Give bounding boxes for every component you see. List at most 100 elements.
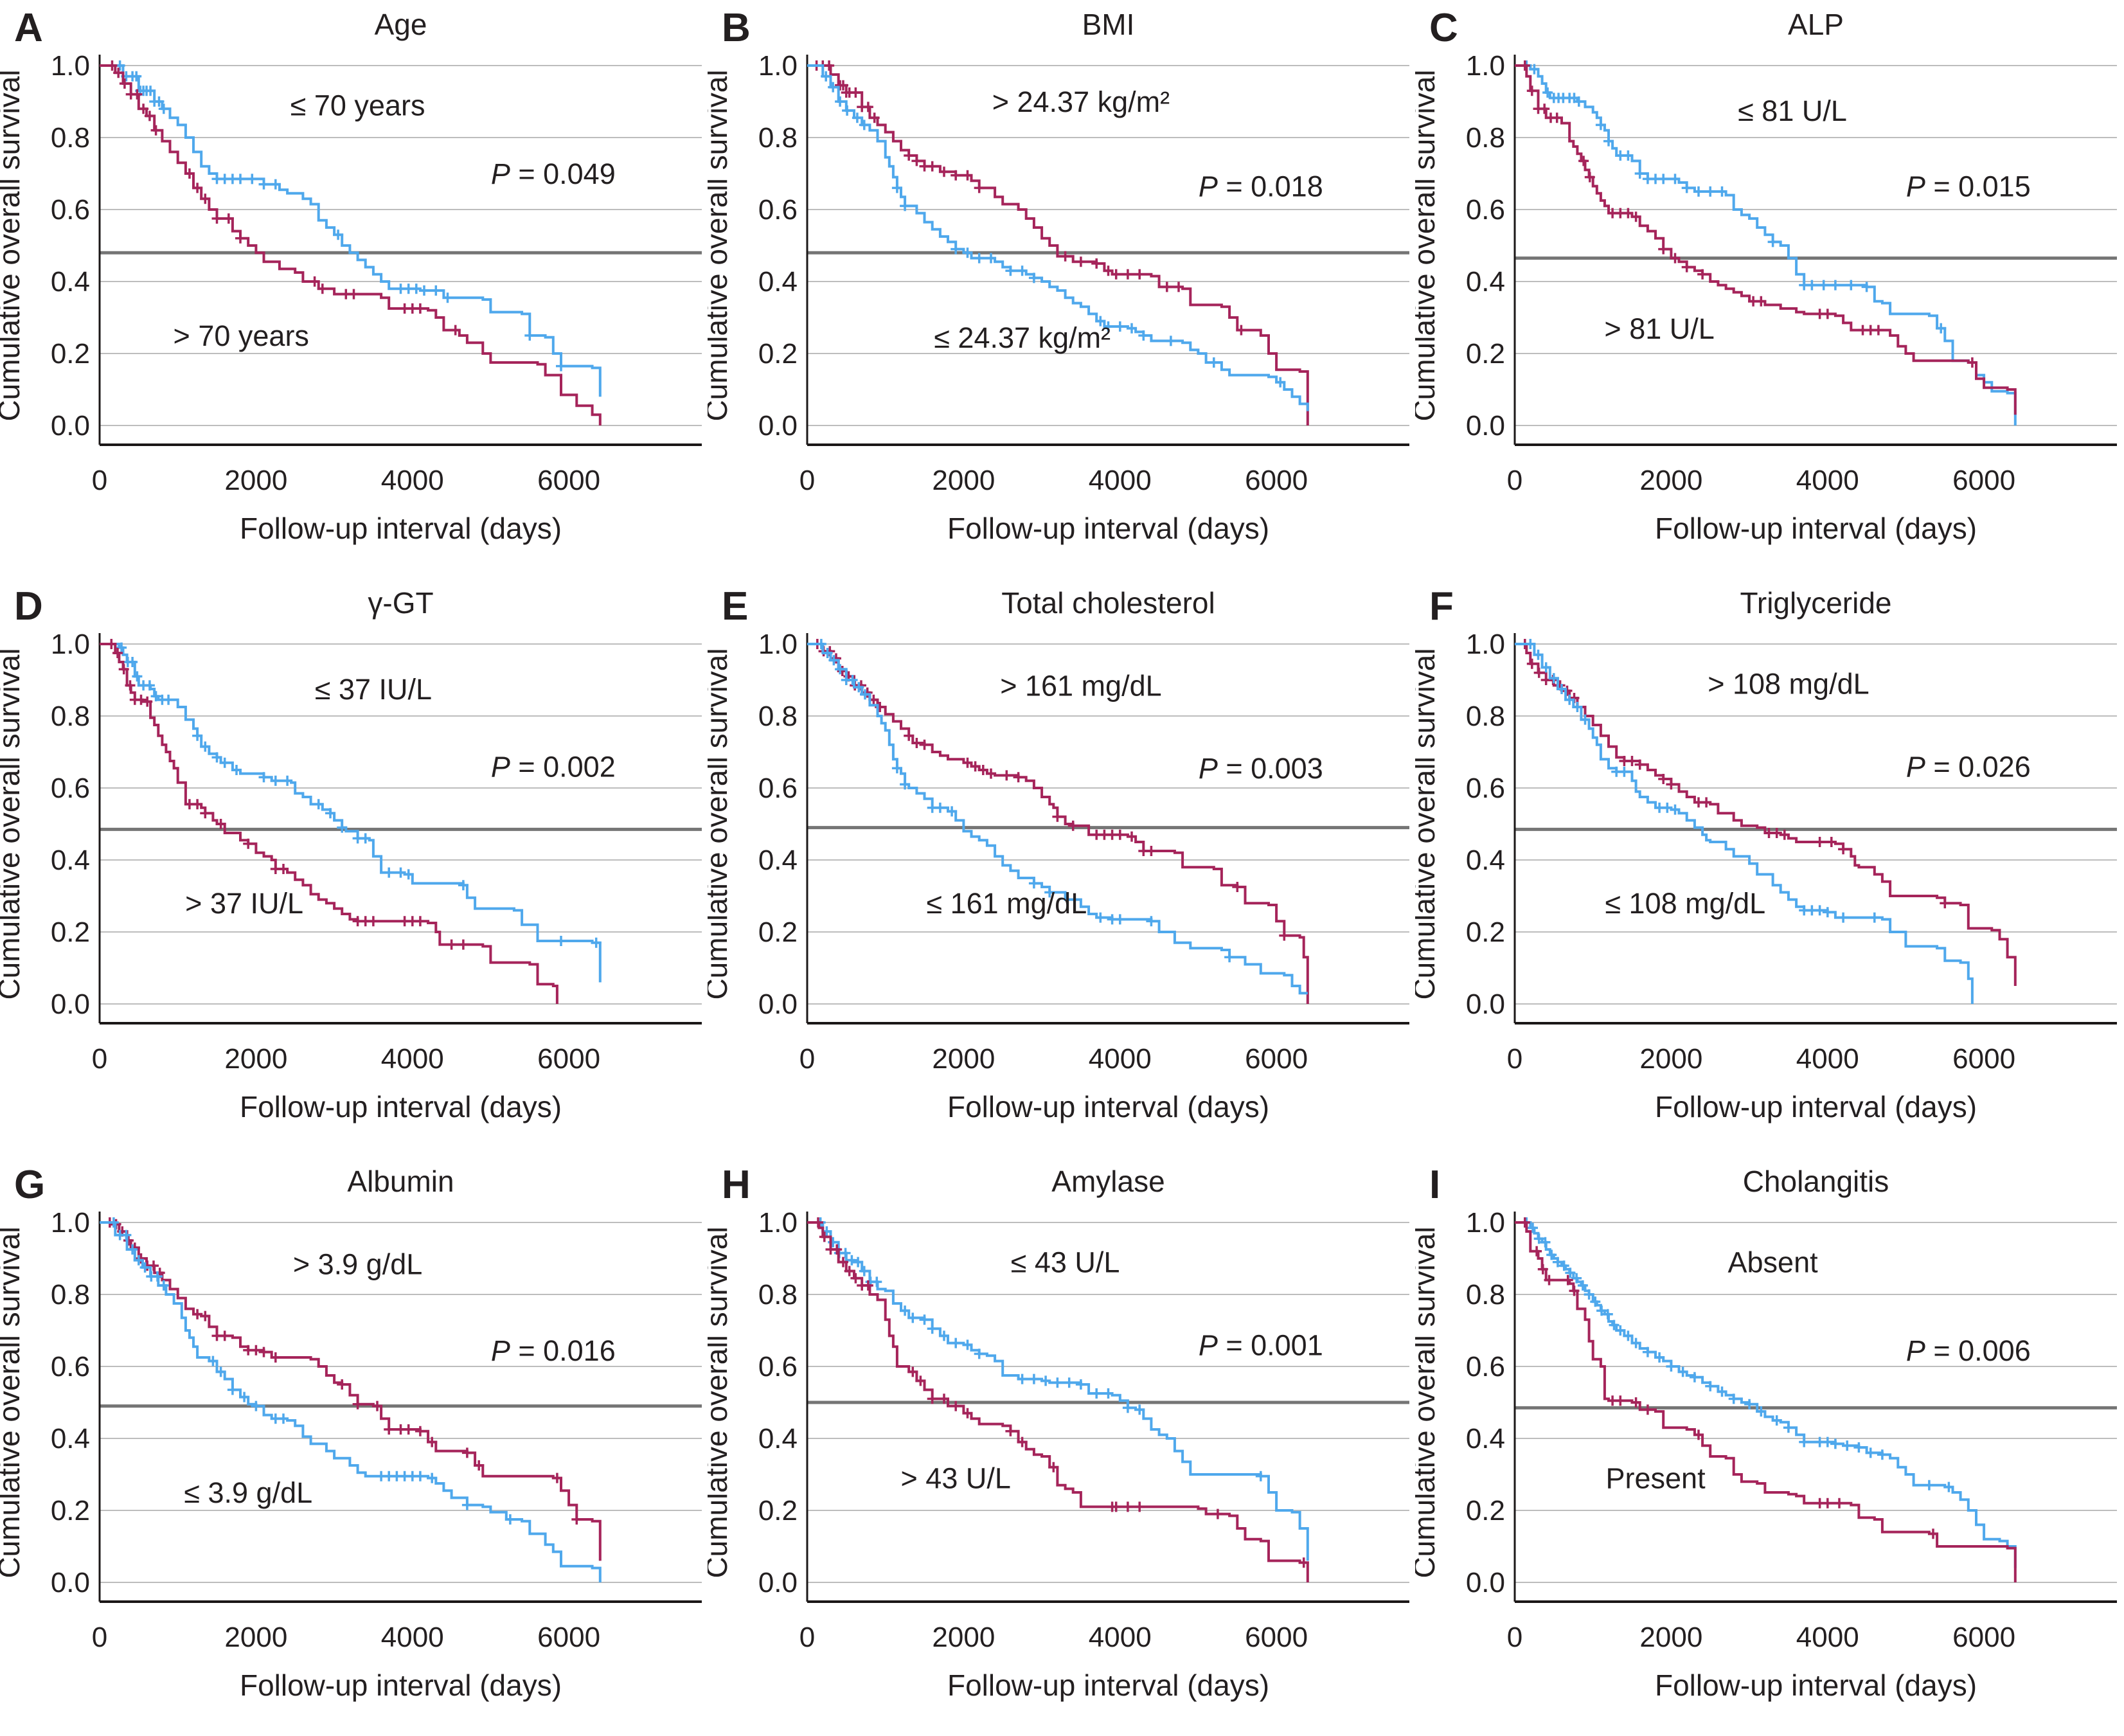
y-tick-label: 0.4: [1466, 266, 1505, 298]
y-axis-title: Cumulative overall survival: [1415, 648, 1441, 999]
x-tick-label: 2000: [224, 1043, 287, 1075]
y-tick-label: 0.4: [51, 845, 90, 876]
y-axis-title: Cumulative overall survival: [0, 1226, 26, 1578]
x-tick-label: 4000: [1089, 1043, 1152, 1075]
y-axis-title: Cumulative overall survival: [708, 648, 733, 999]
group-label: > 37 IU/L: [185, 887, 303, 920]
y-tick-label: 1.0: [1466, 50, 1505, 82]
panel-f: 0.0 0.2 0.4 0.6 0.8 1.0 0 2000 4000 6000 Follow-up…: [1415, 578, 2123, 1157]
p-value: P = 0.015: [1906, 170, 2031, 203]
y-tick-label: 1.0: [51, 50, 90, 82]
y-tick-label: 0.0: [1466, 1567, 1505, 1598]
x-axis-title: Follow-up interval (days): [240, 512, 562, 545]
x-tick-label: 2000: [224, 465, 287, 496]
y-tick-label: 0.2: [51, 1495, 90, 1526]
y-tick-label: 0.0: [1466, 410, 1505, 442]
y-tick-label: 0.4: [51, 266, 90, 298]
y-tick-label: 1.0: [758, 629, 798, 660]
panel-letter: D: [14, 584, 43, 629]
y-tick-label: 0.2: [1466, 338, 1505, 370]
group-label: ≤ 81 U/L: [1738, 94, 1847, 127]
y-tick-label: 1.0: [51, 629, 90, 660]
x-tick-label: 2000: [932, 1622, 995, 1653]
panel-letter: A: [14, 6, 43, 50]
group-label: ≤ 37 IU/L: [315, 673, 432, 706]
y-tick-label: 0.8: [1466, 122, 1505, 154]
p-value: P = 0.018: [1199, 170, 1323, 203]
km-chart-c: 0.0 0.2 0.4 0.6 0.8 1.0 0 2000 4000 6000 Follow-up…: [1415, 6, 2117, 545]
y-axis-title: Cumulative overall survival: [708, 1226, 733, 1578]
panel-g: 0.0 0.2 0.4 0.6 0.8 1.0 0 2000 4000 6000 Follow-up…: [0, 1157, 708, 1735]
y-tick-label: 0.6: [758, 1351, 798, 1383]
panel-letter: G: [14, 1163, 45, 1207]
y-tick-label: 0.8: [51, 701, 90, 732]
km-chart-b: 0.0 0.2 0.4 0.6 0.8 1.0 0 2000 4000 6000 Follow-up…: [708, 6, 1409, 545]
p-value-text: = 0.026: [1925, 750, 2031, 783]
y-axis-title: Cumulative overall survival: [0, 648, 26, 999]
x-tick-label: 0: [1507, 1622, 1522, 1653]
x-tick-label: 0: [1507, 465, 1522, 496]
x-tick-label: 2000: [1639, 465, 1702, 496]
y-tick-label: 0.8: [758, 701, 798, 732]
p-value-text: = 0.006: [1925, 1334, 2031, 1367]
y-tick-label: 0.0: [51, 989, 90, 1020]
censor-marks-blue: [816, 639, 1235, 963]
x-axis-title: Follow-up interval (days): [1655, 1669, 1977, 1702]
p-symbol: P: [491, 157, 510, 190]
group-label: ≤ 108 mg/dL: [1605, 887, 1765, 920]
x-tick-label: 4000: [1089, 465, 1152, 496]
x-tick-label: 6000: [1245, 1043, 1308, 1075]
group-label: ≤ 3.9 g/dL: [184, 1476, 312, 1509]
y-tick-label: 0.2: [758, 338, 798, 370]
y-tick-label: 0.6: [51, 1351, 90, 1383]
p-value: P = 0.026: [1906, 750, 2031, 783]
km-curve-blue: [100, 1221, 602, 1582]
group-label: ≤ 24.37 kg/m²: [934, 321, 1111, 354]
panel-i: 0.0 0.2 0.4 0.6 0.8 1.0 0 2000 4000 6000 Follow-up…: [1415, 1157, 2123, 1735]
km-chart-h: 0.0 0.2 0.4 0.6 0.8 1.0 0 2000 4000 6000 Follow-up…: [708, 1163, 1409, 1702]
x-tick-label: 2000: [1639, 1622, 1702, 1653]
x-tick-label: 2000: [932, 1043, 995, 1075]
y-tick-label: 1.0: [1466, 1207, 1505, 1239]
censor-marks-blue: [1525, 639, 1880, 923]
panel-title: γ-GT: [368, 586, 433, 620]
censor-marks-red: [1519, 60, 1977, 368]
p-value: P = 0.002: [491, 750, 616, 783]
p-value-text: = 0.018: [1218, 170, 1323, 203]
km-chart-g: 0.0 0.2 0.4 0.6 0.8 1.0 0 2000 4000 6000 Follow-up…: [0, 1163, 702, 1702]
x-tick-label: 4000: [1089, 1622, 1152, 1653]
panel-letter: I: [1429, 1163, 1440, 1207]
p-value-text: = 0.049: [510, 157, 616, 190]
x-axis-title: Follow-up interval (days): [947, 512, 1269, 545]
x-tick-label: 6000: [1952, 1043, 2015, 1075]
x-tick-label: 4000: [381, 465, 444, 496]
x-axis-title: Follow-up interval (days): [240, 1669, 562, 1702]
x-tick-label: 6000: [1952, 1622, 2015, 1653]
censor-marks-red: [813, 1217, 1309, 1568]
y-tick-label: 0.6: [1466, 1351, 1505, 1383]
panel-letter: E: [722, 584, 748, 629]
x-axis-title: Follow-up interval (days): [1655, 512, 1977, 545]
y-tick-label: 0.8: [51, 1279, 90, 1311]
x-tick-label: 4000: [381, 1043, 444, 1075]
group-label: ≤ 70 years: [290, 89, 425, 122]
y-tick-label: 0.6: [758, 194, 798, 226]
p-value-text: = 0.015: [1925, 170, 2031, 203]
x-tick-label: 0: [799, 1622, 815, 1653]
y-tick-label: 0.2: [758, 917, 798, 948]
x-tick-label: 2000: [1639, 1043, 1702, 1075]
y-tick-label: 1.0: [758, 50, 798, 82]
panel-title: Age: [375, 8, 427, 41]
group-label: > 3.9 g/dL: [293, 1248, 422, 1280]
group-label: > 161 mg/dL: [1000, 669, 1161, 702]
panel-title: BMI: [1082, 8, 1135, 41]
p-value-text: = 0.016: [510, 1334, 616, 1367]
km-chart-d: 0.0 0.2 0.4 0.6 0.8 1.0 0 2000 4000 6000 Follow-up…: [0, 584, 702, 1123]
x-tick-label: 0: [799, 1043, 815, 1075]
x-tick-label: 4000: [1796, 1622, 1859, 1653]
group-label: > 108 mg/dL: [1708, 668, 1869, 701]
panel-letter: B: [722, 6, 751, 50]
km-curve-blue: [807, 64, 1309, 411]
p-value: P = 0.016: [491, 1334, 616, 1367]
x-tick-label: 6000: [1952, 465, 2015, 496]
